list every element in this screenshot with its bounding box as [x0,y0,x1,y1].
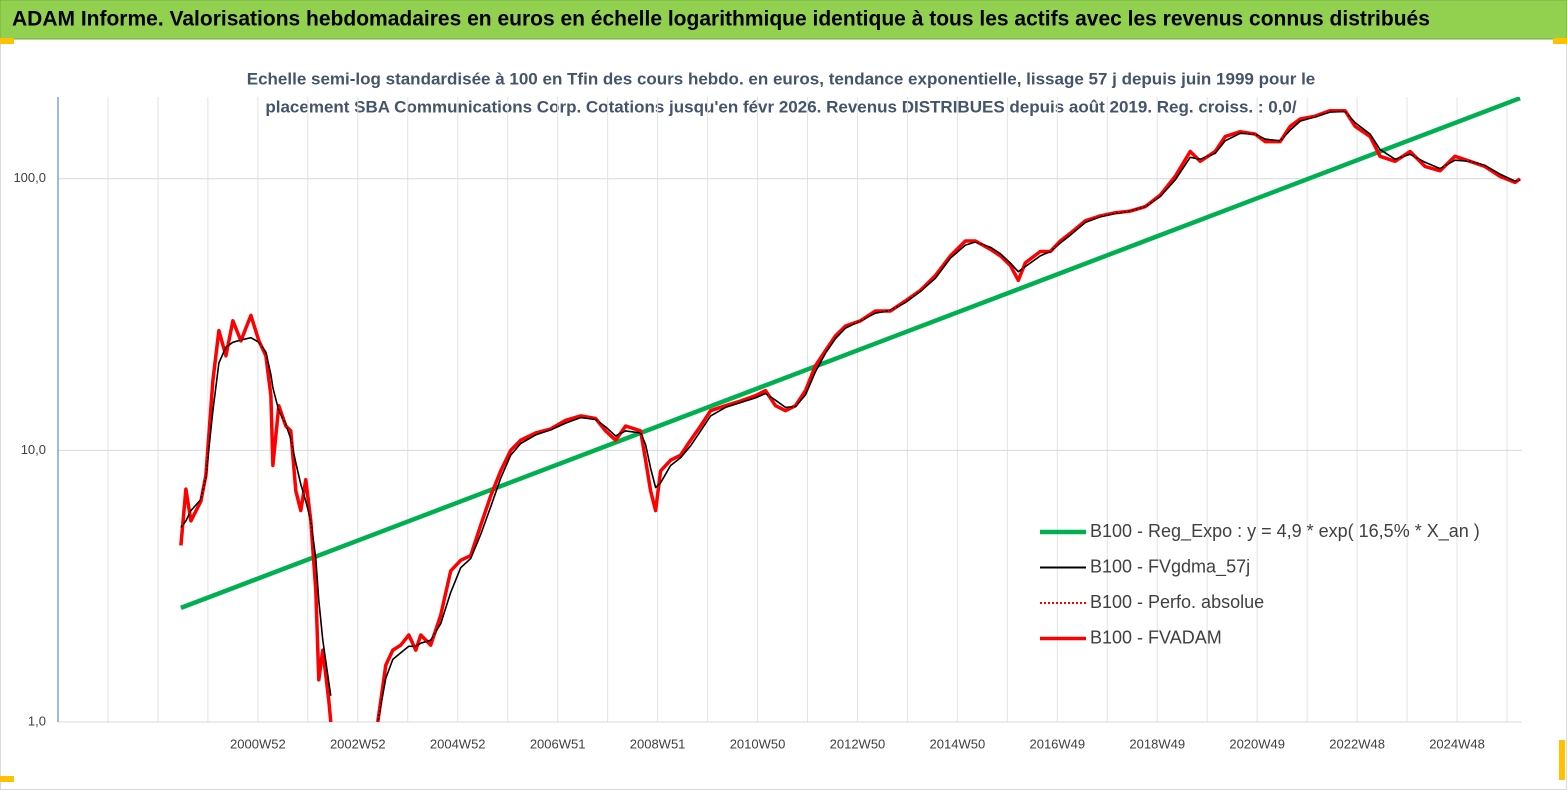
x-tick-label: 2006W51 [530,736,586,751]
plot [179,97,1522,722]
legend-label: B100 - Reg_Expo : y = 4,9 * exp( 16,5% *… [1090,521,1480,542]
x-tick-label: 2000W52 [230,736,286,751]
legend-label: B100 - Perfo. absolue [1090,592,1264,612]
x-tick-label: 2022W48 [1329,736,1385,751]
header-title: ADAM Informe. Valorisations hebdomadaire… [12,8,1430,31]
series-line [180,97,1521,611]
labels: 1,0 10,0 100,0 2000W52 2002W52 2004W52 2006W51… [13,170,1484,751]
x-tick-label: 2016W49 [1029,736,1085,751]
x-tick-label: 2020W49 [1229,736,1285,751]
corner-mark [0,38,14,44]
legend-label: B100 - FVADAM [1090,627,1222,647]
series-line [180,109,1521,722]
x-tick-label: 2002W52 [330,736,386,751]
x-tick-label: 2018W49 [1129,736,1185,751]
x-tick-label: 2010W50 [730,736,786,751]
subtitle: placement SBA Communications Corp. Cotat… [265,97,1296,116]
series-line [180,110,1521,722]
y-tick-label: 1,0 [28,713,46,728]
x-tick-label: 2012W50 [830,736,886,751]
y-tick-label: 10,0 [21,442,46,457]
grid [58,97,1522,723]
x-tick-label: 2008W51 [630,736,686,751]
corner-mark [0,776,14,782]
x-tick-label: 2014W50 [930,736,986,751]
corner-mark [1559,740,1565,780]
x-tick-label: 2024W48 [1429,736,1485,751]
x-tick-label: 2004W52 [430,736,486,751]
legend-label: B100 - FVgdma_57j [1090,556,1250,577]
corner-mark [1553,38,1567,44]
header-bar [0,0,1567,40]
y-tick-label: 100,0 [13,170,46,185]
subtitle: Echelle semi-log standardisée à 100 en T… [247,69,1316,88]
